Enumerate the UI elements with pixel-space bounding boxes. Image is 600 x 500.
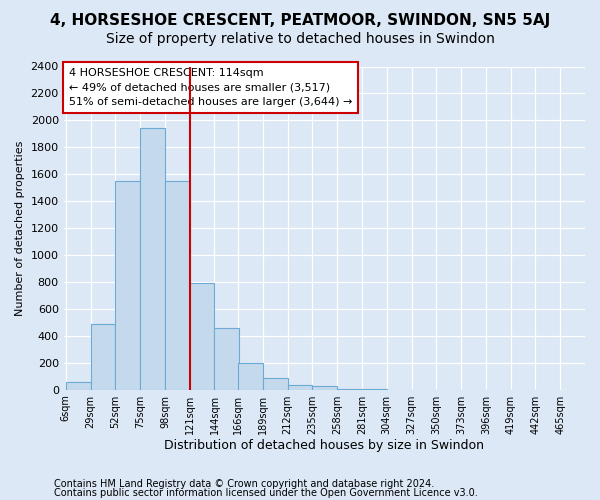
Bar (313, 386, 337, 390)
Bar (288, 385, 313, 390)
Bar (337, 389, 362, 390)
Bar (66, 382, 91, 390)
Bar (115, 181, 140, 390)
Bar (263, 378, 288, 390)
Text: 4 HORSESHOE CRESCENT: 114sqm
← 49% of detached houses are smaller (3,517)
51% of: 4 HORSESHOE CRESCENT: 114sqm ← 49% of de… (69, 68, 352, 108)
Bar (140, 128, 165, 390)
Bar (214, 328, 239, 390)
Bar (238, 364, 263, 390)
Bar (91, 324, 115, 390)
Bar (190, 284, 214, 390)
Y-axis label: Number of detached properties: Number of detached properties (15, 140, 25, 316)
Bar (362, 389, 387, 390)
Text: Contains HM Land Registry data © Crown copyright and database right 2024.: Contains HM Land Registry data © Crown c… (54, 479, 434, 489)
X-axis label: Distribution of detached houses by size in Swindon: Distribution of detached houses by size … (164, 440, 484, 452)
Text: Contains public sector information licensed under the Open Government Licence v3: Contains public sector information licen… (54, 488, 478, 498)
Bar (165, 181, 190, 390)
Text: 4, HORSESHOE CRESCENT, PEATMOOR, SWINDON, SN5 5AJ: 4, HORSESHOE CRESCENT, PEATMOOR, SWINDON… (50, 12, 550, 28)
Text: Size of property relative to detached houses in Swindon: Size of property relative to detached ho… (106, 32, 494, 46)
